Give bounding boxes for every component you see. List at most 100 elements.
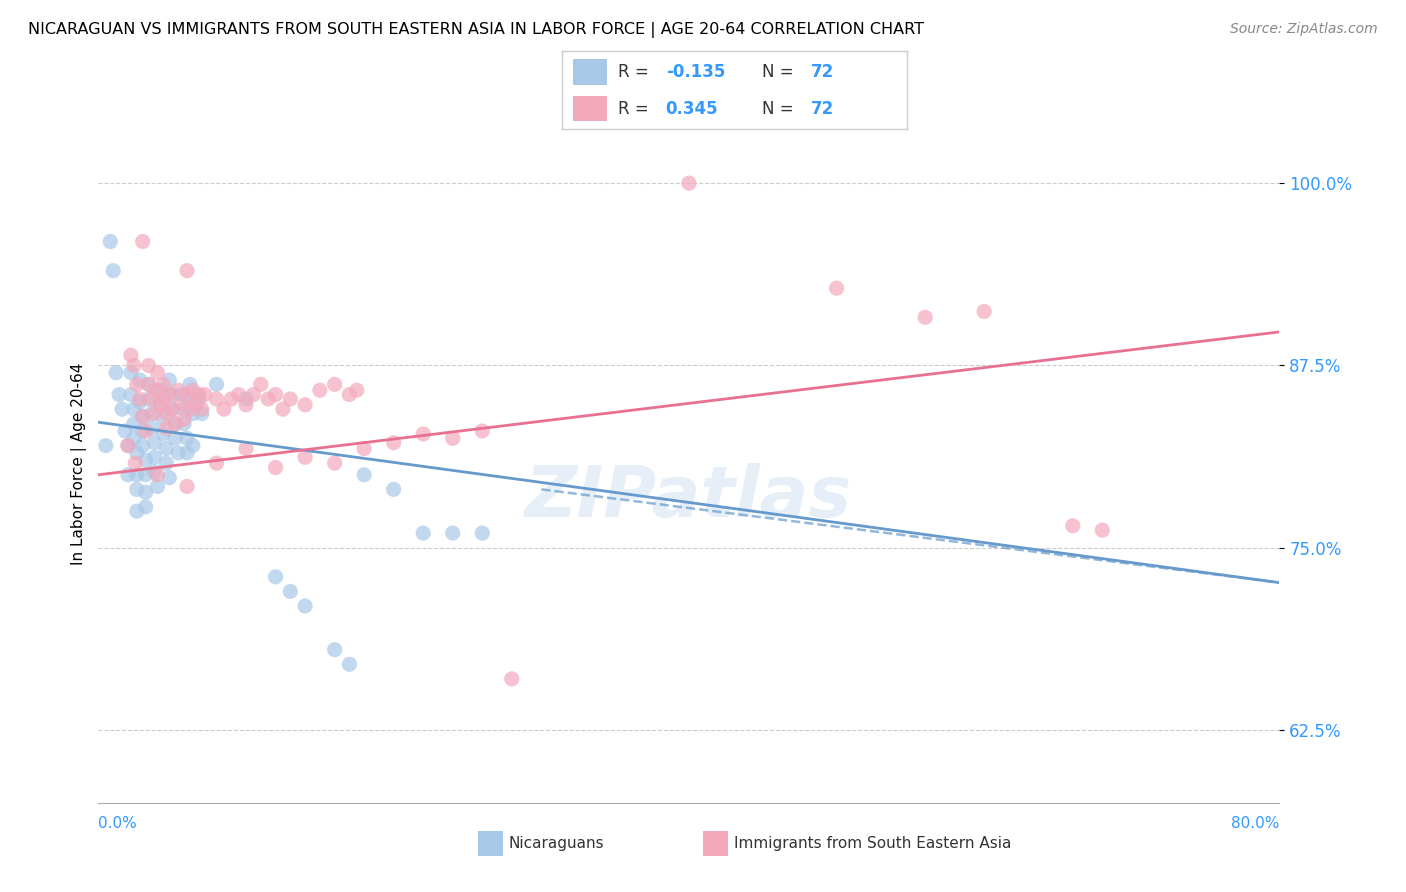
- Point: [205, 377, 228, 392]
- Point: [235, 442, 257, 456]
- Point: [143, 435, 166, 450]
- Point: [124, 456, 146, 470]
- Point: [194, 387, 217, 401]
- Point: [250, 377, 273, 392]
- Point: [152, 412, 174, 426]
- Point: [114, 424, 136, 438]
- Point: [382, 435, 405, 450]
- Text: Immigrants from South Eastern Asia: Immigrants from South Eastern Asia: [734, 837, 1011, 851]
- Point: [128, 395, 150, 409]
- Point: [157, 387, 180, 401]
- Point: [914, 310, 936, 325]
- Point: [346, 383, 368, 397]
- Point: [165, 431, 187, 445]
- Point: [264, 570, 287, 584]
- Point: [242, 387, 264, 401]
- Point: [441, 526, 464, 541]
- Point: [323, 377, 346, 392]
- Text: 72: 72: [810, 100, 834, 118]
- Point: [155, 456, 177, 470]
- Point: [294, 398, 316, 412]
- Point: [135, 453, 157, 467]
- Point: [125, 504, 148, 518]
- Point: [176, 387, 198, 401]
- Point: [176, 446, 198, 460]
- Text: 0.0%: 0.0%: [98, 816, 138, 831]
- Point: [157, 373, 180, 387]
- Point: [176, 263, 198, 277]
- Point: [205, 456, 228, 470]
- Text: 0.345: 0.345: [666, 100, 718, 118]
- Point: [187, 387, 209, 401]
- Text: Nicaraguans: Nicaraguans: [509, 837, 605, 851]
- Point: [973, 304, 995, 318]
- Point: [146, 479, 169, 493]
- Point: [294, 450, 316, 465]
- Point: [162, 402, 183, 417]
- Point: [135, 424, 157, 438]
- Text: -0.135: -0.135: [666, 63, 725, 81]
- Point: [181, 439, 204, 453]
- Point: [125, 467, 148, 482]
- Point: [132, 439, 155, 453]
- Point: [181, 383, 204, 397]
- Text: 72: 72: [810, 63, 834, 81]
- Point: [825, 281, 848, 295]
- Point: [117, 439, 139, 453]
- Text: Source: ZipAtlas.com: Source: ZipAtlas.com: [1230, 22, 1378, 37]
- Point: [228, 387, 250, 401]
- Bar: [572, 96, 607, 121]
- Point: [337, 657, 360, 672]
- Point: [278, 584, 302, 599]
- Point: [167, 446, 190, 460]
- Text: R =: R =: [617, 63, 654, 81]
- Point: [149, 398, 172, 412]
- Point: [212, 402, 235, 417]
- Point: [219, 392, 242, 406]
- Point: [179, 392, 201, 406]
- Point: [471, 526, 494, 541]
- Point: [98, 235, 121, 249]
- Point: [323, 456, 346, 470]
- Point: [146, 366, 169, 380]
- Point: [278, 392, 302, 406]
- Point: [471, 424, 494, 438]
- Point: [120, 387, 142, 401]
- Point: [187, 392, 209, 406]
- Point: [149, 383, 172, 397]
- Point: [184, 398, 207, 412]
- Point: [111, 402, 134, 417]
- Point: [152, 392, 174, 406]
- Point: [128, 373, 150, 387]
- Point: [181, 407, 204, 421]
- Point: [501, 672, 523, 686]
- Text: R =: R =: [617, 100, 654, 118]
- Y-axis label: In Labor Force | Age 20-64: In Labor Force | Age 20-64: [72, 363, 87, 565]
- Point: [382, 483, 405, 497]
- Point: [157, 471, 180, 485]
- Point: [170, 387, 193, 401]
- Point: [179, 377, 201, 392]
- Point: [138, 377, 160, 392]
- Point: [167, 383, 190, 397]
- Point: [128, 392, 150, 406]
- Point: [138, 392, 160, 406]
- Point: [412, 526, 434, 541]
- Point: [441, 431, 464, 445]
- Point: [412, 426, 434, 441]
- Point: [132, 235, 155, 249]
- Point: [162, 387, 183, 401]
- Point: [135, 500, 157, 514]
- Point: [235, 398, 257, 412]
- Point: [353, 818, 375, 832]
- Point: [205, 392, 228, 406]
- Point: [176, 479, 198, 493]
- Point: [125, 483, 148, 497]
- Point: [117, 467, 139, 482]
- Point: [155, 421, 177, 435]
- Point: [353, 467, 375, 482]
- Point: [138, 377, 160, 392]
- Text: 80.0%: 80.0%: [1232, 816, 1279, 831]
- Point: [132, 424, 155, 438]
- Point: [141, 392, 163, 406]
